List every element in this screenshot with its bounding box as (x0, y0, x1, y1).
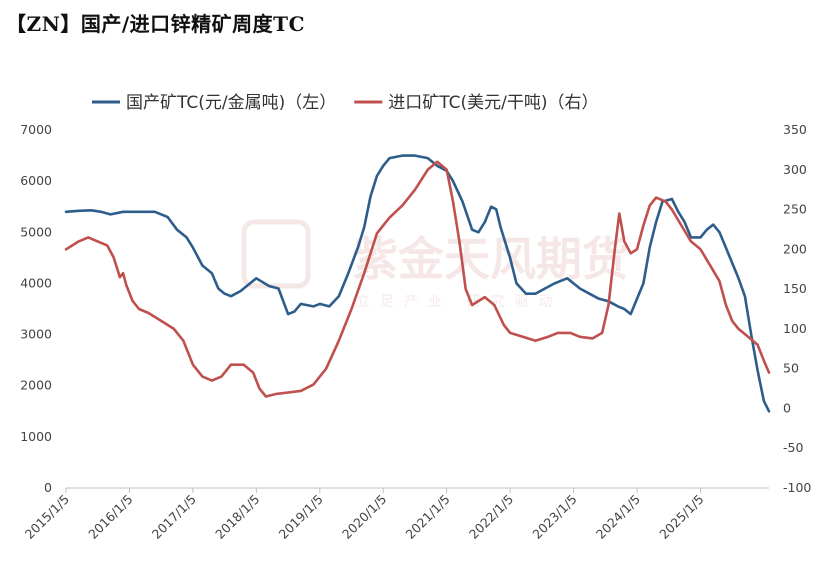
x-tick-label: 2018/1/5 (212, 492, 262, 542)
legend: 国产矿TC(元/金属吨)（左） 进口矿TC(美元/干吨)（右） (92, 93, 599, 113)
watermark-slogan: 立足产业 研究驱动 (356, 294, 562, 310)
axes: 2015/1/5 2016/1/5 2017/1/5 2018/1/5 2019/1/5… (20, 122, 811, 542)
y-right-tick-label: 0 (783, 400, 791, 415)
series-layer (64, 154, 771, 413)
y-right-tick-label: 50 (783, 361, 799, 376)
x-tick-label: 2023/1/5 (529, 492, 579, 542)
y-left-tick-label: 1000 (20, 429, 52, 444)
x-tick-label: 2021/1/5 (403, 492, 453, 542)
series-line-domestic (64, 154, 771, 413)
y-right-tick-label: -50 (783, 440, 803, 455)
watermark-logo (241, 219, 311, 289)
y-left-tick-label: 3000 (20, 327, 52, 342)
y-left-tick-label: 5000 (20, 224, 52, 239)
legend-label: 进口矿TC(美元/干吨)（右） (388, 93, 598, 113)
legend-label: 国产矿TC(元/金属吨)（左） (126, 93, 336, 113)
y-right-tick-label: -100 (783, 480, 811, 495)
chart-title: 【ZN】国产/进口锌精矿周度TC (6, 12, 305, 36)
watermark-name: 紫金天风期货 (352, 232, 628, 286)
x-tick-label: 2025/1/5 (656, 492, 706, 542)
x-tick-label: 2022/1/5 (466, 492, 516, 542)
y-right-tick-label: 150 (783, 281, 807, 296)
x-tick-label: 2020/1/5 (339, 492, 389, 542)
x-tick-label: 2017/1/5 (149, 492, 199, 542)
y-right-tick-label: 100 (783, 321, 807, 336)
y-left-tick-label: 2000 (20, 378, 52, 393)
y-left-tick-label: 7000 (20, 122, 52, 137)
x-tick-label: 2019/1/5 (276, 492, 326, 542)
y-right-tick-label: 300 (783, 162, 807, 177)
y-left-tick-label: 4000 (20, 275, 52, 290)
y-right-tick-label: 250 (783, 202, 807, 217)
x-tick-label: 2015/1/5 (22, 492, 72, 542)
watermark: 紫金天风期货 立足产业 研究驱动 (241, 219, 628, 310)
y-left-tick-label: 0 (44, 480, 52, 495)
y-right-tick-label: 350 (783, 122, 807, 137)
x-tick-label: 2016/1/5 (85, 492, 135, 542)
y-left-tick-label: 6000 (20, 173, 52, 188)
x-tick-label: 2024/1/5 (593, 492, 643, 542)
series-line-import (64, 160, 771, 398)
y-right-tick-label: 200 (783, 241, 807, 256)
